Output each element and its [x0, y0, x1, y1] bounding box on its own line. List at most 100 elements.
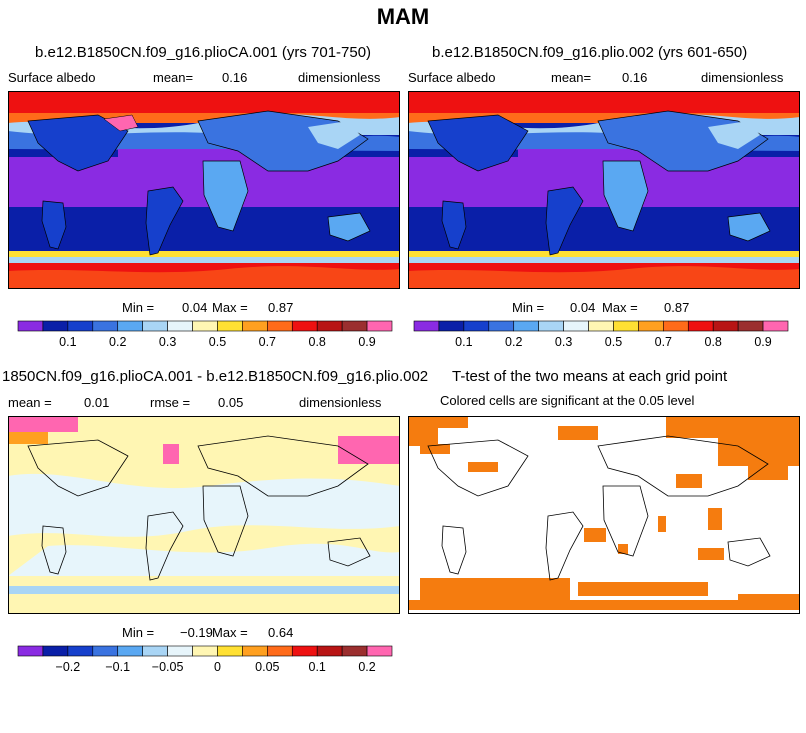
panel1-map: [8, 91, 400, 289]
colorbar-swatch: [316, 320, 343, 332]
panel2-units: dimensionless: [701, 70, 784, 85]
colorbar-swatch: [291, 320, 318, 332]
panel3-max-value: 0.64: [268, 625, 294, 640]
colorbar-swatch: [366, 320, 393, 332]
panel2-mean-label: mean=: [551, 70, 592, 85]
colorbar-tick-label: 0: [214, 660, 221, 674]
colorbar-tick-label: 0.05: [255, 660, 279, 674]
panel4-title: T-test of the two means at each grid poi…: [452, 368, 728, 385]
significant-cell: [584, 528, 606, 542]
colorbar-tick-label: 0.2: [109, 335, 126, 349]
significant-cell: [408, 428, 438, 446]
panel3-min-value: −0.19: [180, 625, 213, 640]
colorbar-swatch: [762, 320, 789, 332]
colorbar-swatch: [366, 645, 393, 657]
colorbar-swatch: [291, 645, 318, 657]
colorbar-tick-label: 0.9: [358, 335, 375, 349]
page-title: MAM: [376, 4, 430, 29]
colorbar-swatch: [92, 645, 119, 657]
colorbar-swatch: [488, 320, 515, 332]
colorbar-swatch: [142, 645, 168, 657]
colorbar-swatch: [167, 645, 193, 657]
significant-cell: [698, 548, 724, 560]
colorbar-swatch: [563, 320, 589, 332]
panel3-min-label: Min =: [122, 625, 155, 640]
colorbar-swatch: [192, 320, 218, 332]
significant-cell: [468, 462, 498, 472]
significant-cell: [718, 438, 800, 466]
colorbar-swatch: [42, 320, 69, 332]
panel3-max-label: Max =: [212, 625, 248, 640]
colorbar-tick-label: −0.1: [105, 660, 130, 674]
colorbar-swatch: [192, 645, 218, 657]
colorbar-swatch: [42, 645, 69, 657]
colorbar-tick-label: 0.2: [358, 660, 375, 674]
panel3-units: dimensionless: [299, 395, 382, 410]
colorbar-swatch: [242, 645, 268, 657]
significant-cell: [708, 508, 722, 530]
colorbar-swatch: [663, 320, 689, 332]
colorbar-swatch: [267, 645, 293, 657]
panel1-min-label: Min =: [122, 300, 155, 315]
panel1-mean-value: 0.16: [222, 70, 248, 85]
colorbar-swatch: [687, 320, 714, 332]
colorbar-swatch: [92, 320, 119, 332]
colorbar-tick-label: 0.7: [655, 335, 672, 349]
colorbar-swatch: [341, 320, 368, 332]
colorbar-swatch: [613, 320, 639, 332]
panel2-map: [408, 91, 800, 289]
panel3-colorbar: −0.2 −0.1 −0.05 0 0.05 0.1 0.2: [17, 645, 393, 674]
colorbar-swatch: [17, 320, 44, 332]
colorbar-swatch: [117, 320, 143, 332]
colorbar-tick-label: 0.5: [605, 335, 622, 349]
panel1-mean-label: mean=: [153, 70, 194, 85]
significant-cells: [408, 416, 800, 610]
colorbar-tick-label: 0.8: [705, 335, 722, 349]
panel1-title: b.e12.B1850CN.f09_g16.plioCA.001 (yrs 70…: [35, 44, 372, 61]
colorbar-swatch: [413, 320, 440, 332]
colorbar-swatch: [17, 645, 44, 657]
colorbar-tick-label: 0.1: [309, 660, 326, 674]
panel1-min-value: 0.04: [182, 300, 208, 315]
colorbar-swatch: [242, 320, 268, 332]
colorbar-swatch: [117, 645, 143, 657]
colorbar-tick-label: 0.8: [309, 335, 326, 349]
significant-cell: [748, 464, 788, 480]
panel1-max-value: 0.87: [268, 300, 294, 315]
significant-cell: [578, 582, 708, 596]
colorbar-tick-label: 0.1: [59, 335, 76, 349]
colorbar-swatch: [588, 320, 614, 332]
colorbar-tick-label: 0.7: [259, 335, 276, 349]
colorbar-swatch: [67, 645, 94, 657]
significant-cell: [666, 416, 800, 438]
panel1-units: dimensionless: [298, 70, 381, 85]
colorbar-tick-label: 0.5: [209, 335, 226, 349]
colorbar-swatch: [438, 320, 465, 332]
panel2-mean-value: 0.16: [622, 70, 648, 85]
colorbar-tick-label: 0.3: [555, 335, 572, 349]
significant-cell: [738, 594, 800, 606]
panel3-title: 1850CN.f09_g16.plioCA.001 - b.e12.B1850C…: [2, 368, 429, 385]
panel3-rmse-value: 0.05: [218, 395, 244, 410]
colorbar-swatch: [217, 320, 243, 332]
colorbar-swatch: [341, 645, 368, 657]
panel1-variable: Surface albedo: [8, 70, 96, 85]
panel3-map: [8, 416, 400, 614]
colorbar-tick-label: 0.9: [754, 335, 771, 349]
colorbar-swatch: [737, 320, 764, 332]
panel4-subtitle: Colored cells are significant at the 0.0…: [440, 393, 695, 408]
significant-cell: [420, 578, 570, 600]
colorbar-swatch: [167, 320, 193, 332]
panel2-min-label: Min =: [512, 300, 545, 315]
colorbar-swatch: [142, 320, 168, 332]
panel3-mean-label: mean =: [8, 395, 52, 410]
panel4-map: [408, 416, 800, 614]
colorbar-tick-label: −0.05: [152, 660, 184, 674]
colorbar-swatch: [316, 645, 343, 657]
panel2-variable: Surface albedo: [408, 70, 496, 85]
colorbar-swatch: [217, 645, 243, 657]
panel2-max-value: 0.87: [664, 300, 690, 315]
significant-cell: [408, 600, 800, 610]
significant-cell: [420, 444, 450, 454]
significant-cell: [618, 544, 628, 554]
